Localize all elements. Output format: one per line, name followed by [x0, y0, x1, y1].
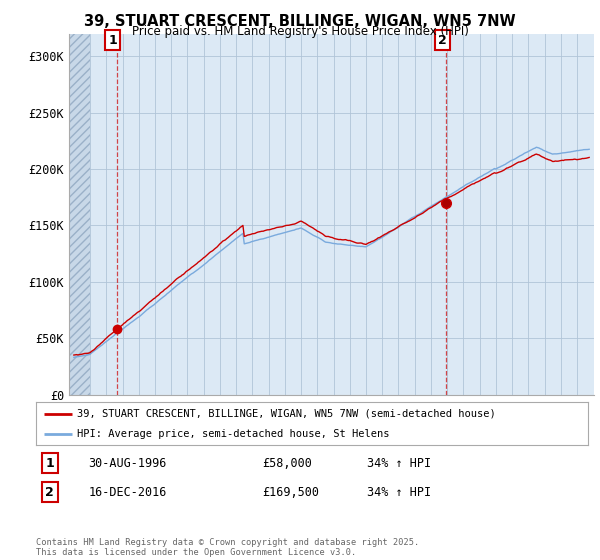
Text: 34% ↑ HPI: 34% ↑ HPI — [367, 457, 431, 470]
Text: 16-DEC-2016: 16-DEC-2016 — [88, 486, 167, 499]
Text: 2: 2 — [46, 486, 54, 499]
Text: 39, STUART CRESCENT, BILLINGE, WIGAN, WN5 7NW: 39, STUART CRESCENT, BILLINGE, WIGAN, WN… — [84, 14, 516, 29]
Text: 39, STUART CRESCENT, BILLINGE, WIGAN, WN5 7NW (semi-detached house): 39, STUART CRESCENT, BILLINGE, WIGAN, WN… — [77, 409, 496, 419]
Text: 1: 1 — [109, 34, 117, 46]
Bar — [66, 34, 90, 395]
Text: 30-AUG-1996: 30-AUG-1996 — [88, 457, 167, 470]
Text: 2: 2 — [438, 34, 446, 46]
Text: Price paid vs. HM Land Registry's House Price Index (HPI): Price paid vs. HM Land Registry's House … — [131, 25, 469, 38]
Text: 34% ↑ HPI: 34% ↑ HPI — [367, 486, 431, 499]
Text: £169,500: £169,500 — [262, 486, 319, 499]
Text: Contains HM Land Registry data © Crown copyright and database right 2025.
This d: Contains HM Land Registry data © Crown c… — [36, 538, 419, 557]
Text: 1: 1 — [46, 457, 54, 470]
Text: HPI: Average price, semi-detached house, St Helens: HPI: Average price, semi-detached house,… — [77, 430, 390, 439]
Text: £58,000: £58,000 — [262, 457, 312, 470]
